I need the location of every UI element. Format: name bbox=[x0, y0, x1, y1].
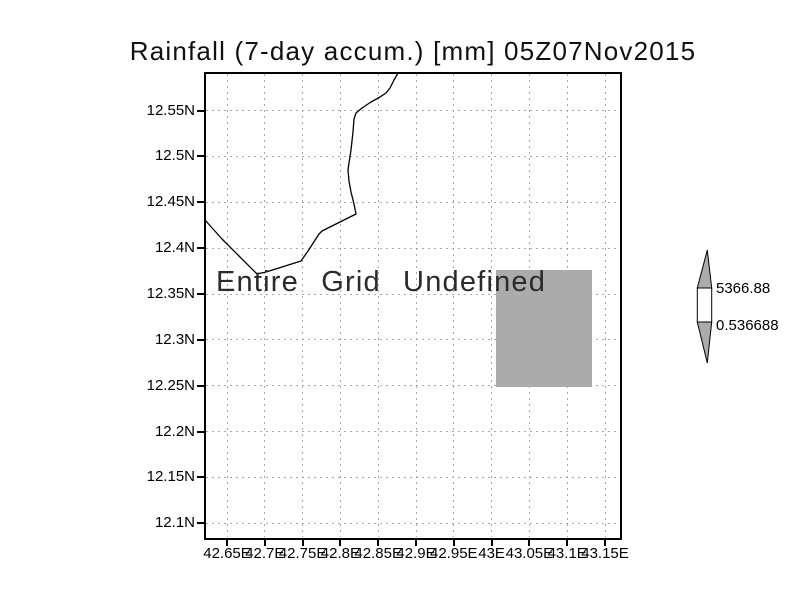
colorbar-min-label: 0.536688 bbox=[716, 317, 779, 334]
y-axis-tick bbox=[197, 430, 204, 433]
horizontal-gridline bbox=[206, 476, 619, 478]
x-axis-tick-label: 42.7E bbox=[245, 545, 285, 562]
horizontal-gridline bbox=[206, 522, 619, 524]
horizontal-gridline bbox=[206, 110, 619, 112]
colorbar-down-arrow-icon bbox=[696, 321, 713, 364]
colorbar bbox=[696, 249, 713, 364]
vertical-gridline bbox=[491, 74, 493, 537]
y-axis-tick bbox=[197, 293, 204, 295]
y-axis-tick bbox=[197, 155, 204, 158]
y-axis-tick bbox=[197, 109, 204, 112]
y-axis-tick-label: 12.25N bbox=[146, 376, 195, 394]
colorbar-up-arrow-icon bbox=[696, 249, 713, 289]
colorbar-box bbox=[696, 287, 713, 323]
y-axis-tick bbox=[197, 201, 204, 204]
vertical-gridline bbox=[604, 74, 606, 537]
x-axis-tick-label: 42.75E bbox=[278, 545, 327, 562]
x-axis-tick bbox=[566, 540, 569, 546]
vertical-gridline bbox=[453, 74, 455, 537]
vertical-gridline bbox=[415, 74, 417, 537]
x-axis-tick bbox=[452, 540, 455, 546]
horizontal-gridline bbox=[206, 155, 619, 157]
undefined-region-rect bbox=[496, 270, 592, 387]
x-axis-tick-label: 42.9E bbox=[396, 545, 436, 562]
y-axis-tick-label: 12.55N bbox=[146, 101, 195, 119]
x-axis-tick bbox=[226, 540, 228, 546]
y-axis-tick-label: 12.4N bbox=[154, 239, 195, 257]
x-axis-tick bbox=[339, 540, 342, 546]
horizontal-gridline bbox=[206, 201, 619, 203]
x-axis-tick-label: 43E bbox=[478, 545, 505, 562]
x-axis-tick-label: 42.8E bbox=[320, 545, 360, 562]
vertical-gridline bbox=[264, 74, 266, 537]
vertical-gridline bbox=[377, 74, 379, 537]
y-axis-tick bbox=[197, 476, 204, 479]
x-axis-tick-label: 43.15E bbox=[581, 545, 629, 562]
y-axis-tick-label: 12.15N bbox=[146, 468, 195, 486]
coastline-path bbox=[204, 72, 399, 275]
horizontal-gridline bbox=[206, 339, 619, 341]
horizontal-gridline bbox=[206, 293, 619, 295]
map-frame bbox=[204, 72, 622, 540]
undefined-annotation: Entire Grid Undefined bbox=[216, 266, 547, 298]
x-axis-tick-label: 43.1E bbox=[547, 545, 587, 562]
x-axis-tick bbox=[528, 540, 531, 546]
x-axis-tick-label: 43.05E bbox=[505, 545, 554, 562]
x-axis-tick bbox=[263, 540, 266, 546]
x-axis-tick-label: 42.95E bbox=[430, 545, 478, 562]
y-axis-tick-label: 12.5N bbox=[154, 147, 195, 165]
y-axis-tick-label: 12.2N bbox=[154, 422, 195, 440]
x-axis-tick-label: 42.65E bbox=[203, 545, 251, 562]
x-axis-tick bbox=[377, 540, 380, 546]
y-axis-tick bbox=[197, 384, 204, 387]
y-axis-tick-label: 12.35N bbox=[146, 285, 195, 302]
y-axis-tick bbox=[197, 522, 204, 525]
y-axis-tick-label: 12.45N bbox=[146, 193, 195, 211]
horizontal-gridline bbox=[206, 247, 619, 249]
horizontal-gridline bbox=[206, 385, 619, 387]
colorbar-max-label: 5366.88 bbox=[716, 280, 771, 297]
y-axis-tick bbox=[197, 247, 204, 250]
y-axis-tick-label: 12.1N bbox=[154, 514, 195, 532]
vertical-gridline bbox=[339, 74, 341, 537]
horizontal-gridline bbox=[206, 431, 619, 433]
coastline-map bbox=[204, 72, 399, 275]
x-axis-tick bbox=[490, 540, 493, 546]
vertical-gridline bbox=[226, 74, 228, 537]
x-axis-tick bbox=[604, 540, 606, 546]
y-axis-tick bbox=[197, 338, 204, 341]
x-axis-tick bbox=[415, 540, 417, 546]
x-axis-tick-label: 42.85E bbox=[354, 545, 402, 562]
x-axis-tick bbox=[301, 540, 304, 546]
y-axis-tick-label: 12.3N bbox=[154, 330, 195, 348]
vertical-gridline bbox=[302, 74, 304, 537]
plot-title: Rainfall (7-day accum.) [mm] 05Z07Nov201… bbox=[129, 36, 697, 66]
